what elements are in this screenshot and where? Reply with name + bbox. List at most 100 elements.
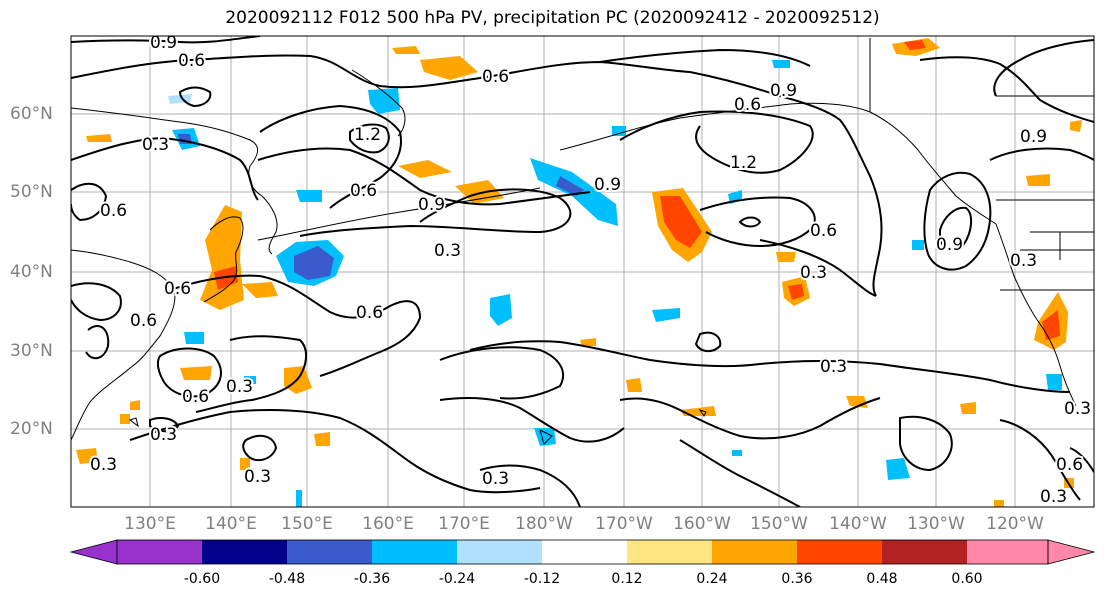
precip-patch [580, 338, 596, 346]
lat-label: 20°N [10, 419, 53, 439]
contour-label: 0.6 [100, 201, 127, 221]
contour-label: 0.3 [1010, 251, 1037, 271]
precip-patch [1042, 310, 1060, 340]
precip-patch [392, 46, 420, 54]
pv-contour [85, 325, 110, 360]
lat-label: 40°N [10, 262, 53, 282]
contour-label: 0.9 [594, 175, 621, 195]
precip-patch [294, 246, 334, 280]
pv-contour [699, 196, 816, 248]
lon-label: 140°W [829, 514, 887, 534]
pv-contour [349, 123, 390, 154]
pv-contour [71, 136, 259, 201]
contour-label: 0.6 [164, 279, 191, 299]
pv-contour [679, 439, 801, 507]
precip-patch [368, 88, 400, 114]
pv-contour [242, 434, 278, 462]
coastline [261, 195, 278, 255]
colorbar-segment [542, 540, 627, 564]
map-frame [70, 35, 1095, 508]
colorbar-tick-label: -0.24 [438, 571, 476, 587]
contour-label: 0.6 [1056, 455, 1083, 475]
lat-label: 30°N [10, 341, 53, 361]
precip-patch [660, 196, 702, 248]
precip-patch [534, 428, 556, 446]
precip-patch [76, 448, 98, 464]
pv-contour [71, 54, 691, 89]
lon-label: 180°W [515, 514, 573, 534]
pv-contour [156, 347, 222, 398]
pv-contour [759, 239, 877, 297]
colorbar-segment [457, 540, 542, 564]
precip-patch [904, 40, 926, 50]
precip-patch [244, 376, 256, 384]
lon-label: 140°E [205, 514, 257, 534]
pv-contour [169, 274, 422, 377]
coastline [995, 223, 1077, 407]
map-panel: 0.9 0.6 0.6 0.3 1.2 0.6 0.9 0.3 0.6 1.2 … [70, 31, 1095, 509]
positive-precip-patches [76, 38, 1082, 507]
precip-patch [398, 160, 452, 178]
lon-label: 150°E [281, 514, 333, 534]
pv-contours [71, 36, 1094, 507]
precip-patch [776, 252, 796, 262]
contour-label: 0.6 [182, 387, 209, 407]
contour-label: 0.6 [810, 221, 837, 241]
pv-contour [71, 36, 261, 44]
pv-contour [619, 110, 814, 174]
pv-contour [178, 86, 212, 108]
pv-contour [923, 171, 992, 271]
precip-patch [994, 500, 1004, 507]
contour-label: 0.9 [150, 33, 177, 53]
colorbar-segment [712, 540, 797, 564]
colorbar-tick-label: 0.12 [611, 571, 643, 587]
precipitation-shading [76, 38, 1082, 507]
pv-contour [195, 335, 307, 413]
colorbar-tick-label: -0.48 [268, 571, 306, 587]
pv-contour [599, 48, 811, 67]
contour-label: 0.9 [770, 81, 797, 101]
precip-patch [420, 56, 478, 80]
coastline [257, 187, 541, 241]
contour-label: 0.9 [936, 235, 963, 255]
colorbar-tick-label: 0.48 [866, 571, 898, 587]
pv-contour [299, 188, 572, 237]
pv-contour [469, 340, 1071, 393]
precip-patch [184, 332, 204, 344]
colorbar-tick-label: -0.36 [353, 571, 391, 587]
colorbar-segment [797, 540, 882, 564]
coastline [559, 102, 997, 225]
pv-contour [439, 346, 565, 400]
precip-patch [732, 450, 742, 456]
coastline [203, 216, 244, 303]
contour-label: 0.9 [1020, 127, 1047, 147]
contour-label: 0.3 [482, 469, 509, 489]
lon-label: 160°E [362, 514, 414, 534]
colorbar-tick-label: 0.24 [696, 571, 728, 587]
contour-label: 0.3 [820, 357, 847, 377]
pv-contour [1069, 447, 1094, 473]
precip-patch [652, 308, 680, 322]
pv-contour [129, 409, 541, 494]
contour-label: 0.6 [356, 303, 383, 323]
precip-patch [912, 240, 924, 250]
colorbar-segment [117, 540, 202, 564]
colorbar-tick-label: -0.60 [183, 571, 221, 587]
pv-contour [149, 417, 180, 433]
colorbar-extend-high [1047, 539, 1096, 565]
pv-contour [999, 419, 1081, 501]
colorbar-segment [967, 540, 1048, 564]
colorbar-extend-low [69, 539, 118, 565]
coastline [698, 409, 707, 417]
coastline [128, 417, 139, 428]
pv-contour [899, 415, 953, 472]
lat-label: 60°N [10, 104, 53, 124]
pv-contour [619, 397, 881, 440]
contour-label: 0.3 [90, 455, 117, 475]
precip-patch [242, 282, 278, 298]
lon-label: 120°W [986, 514, 1044, 534]
precip-patch [240, 458, 250, 470]
colorbar-tick-label: -0.12 [523, 571, 561, 587]
contour-labels: 0.9 0.6 0.6 0.3 1.2 0.6 0.9 0.3 0.6 1.2 … [88, 31, 1093, 509]
lon-label: 170°W [595, 514, 653, 534]
